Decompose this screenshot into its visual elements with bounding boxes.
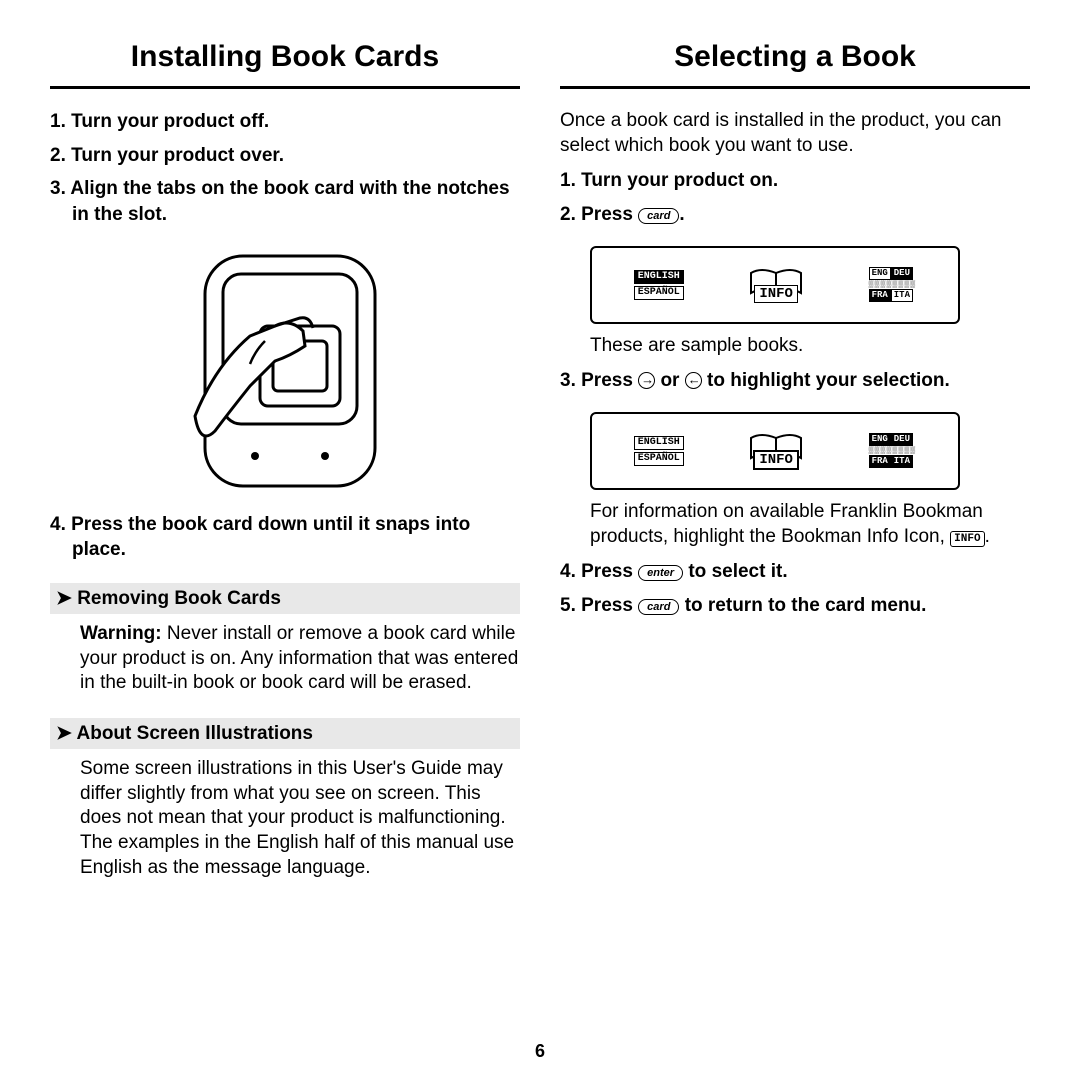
step2-post: . — [679, 204, 684, 225]
step3-post: to highlight your selection. — [702, 370, 950, 391]
info-label: INFO — [754, 285, 798, 303]
left-step-4: 4. Press the book card down until it sna… — [50, 512, 520, 563]
left-step-2: 2. Turn your product over. — [50, 143, 520, 169]
intro-para: Once a book card is installed in the pro… — [560, 109, 1030, 158]
sub-heading-removing: Removing Book Cards — [50, 583, 520, 614]
device-illustration — [155, 246, 415, 496]
tab-ita-2: ITA — [891, 455, 913, 468]
book-slot-1: ENGLISH ESPAÑOL — [634, 270, 684, 300]
tab-ita: ITA — [891, 289, 913, 302]
sample-screen-1: ENGLISH ESPAÑOL INFO ENGDEU ▒▒▒▒▒▒▒▒ FRA… — [590, 246, 960, 324]
right-column: Selecting a Book Once a book card is ins… — [560, 40, 1030, 1060]
right-step-4: 4. Press enter to select it. — [560, 559, 1030, 585]
right-arrow-icon — [638, 372, 655, 389]
step2-pre: 2. Press — [560, 204, 638, 225]
enter-key-icon: enter — [638, 565, 683, 581]
illustrations-body: Some screen illustrations in this User's… — [50, 757, 520, 880]
right-step-5: 5. Press card to return to the card menu… — [560, 593, 1030, 619]
info-note-post: . — [985, 526, 990, 547]
step5-post: to return to the card menu. — [679, 595, 926, 616]
pattern-row-2: ▒▒▒▒▒▒▒▒ — [869, 447, 917, 454]
book-slot-1b: ENGLISH ESPAÑOL — [634, 436, 684, 466]
left-title: Installing Book Cards — [50, 40, 520, 89]
sub-heading-illustrations: About Screen Illustrations — [50, 718, 520, 749]
tab-fra-2: FRA — [869, 455, 891, 468]
tab-fra: FRA — [869, 289, 891, 302]
book-slot-3: ENGDEU ▒▒▒▒▒▒▒▒ FRAITA — [869, 267, 917, 302]
info-note-pre: For information on available Franklin Bo… — [590, 501, 983, 547]
pattern-row: ▒▒▒▒▒▒▒▒ — [869, 281, 917, 288]
right-title: Selecting a Book — [560, 40, 1030, 89]
left-step-1: 1. Turn your product off. — [50, 109, 520, 135]
tab-deu: DEU — [891, 267, 913, 280]
step3-pre: 3. Press — [560, 370, 638, 391]
step3-mid: or — [655, 370, 685, 391]
sample-screen-2: ENGLISH ESPAÑOL INFO ENGDEU ▒▒▒▒▒▒▒▒ FRA… — [590, 412, 960, 490]
step4-post: to select it. — [683, 561, 788, 582]
book-slot-3b: ENGDEU ▒▒▒▒▒▒▒▒ FRAITA — [869, 433, 917, 468]
left-step-3: 3. Align the tabs on the book card with … — [50, 176, 520, 227]
removing-body: Warning: Never install or remove a book … — [50, 622, 520, 696]
tab-espanol: ESPAÑOL — [634, 286, 684, 300]
right-step-1: 1. Turn your product on. — [560, 168, 1030, 194]
right-step-3: 3. Press or to highlight your selection. — [560, 368, 1030, 394]
tab-espanol-2: ESPAÑOL — [634, 452, 684, 466]
sample-note: These are sample books. — [560, 334, 1030, 359]
info-note: For information on available Franklin Bo… — [560, 500, 1030, 549]
tab-english: ENGLISH — [634, 436, 684, 450]
mini-info-icon: INFO — [950, 531, 984, 547]
right-step-2: 2. Press card. — [560, 202, 1030, 228]
tab-deu-2: DEU — [891, 433, 913, 446]
tab-eng-2: ENG — [869, 433, 891, 446]
step5-pre: 5. Press — [560, 595, 638, 616]
card-key-icon: card — [638, 208, 679, 224]
info-label-selected: INFO — [753, 450, 799, 470]
info-book-icon: INFO — [747, 267, 805, 303]
left-column: Installing Book Cards 1. Turn your produ… — [50, 40, 520, 1060]
left-arrow-icon — [685, 372, 702, 389]
warning-label: Warning: — [80, 623, 162, 644]
card-key-icon-2: card — [638, 599, 679, 615]
tab-eng: ENG — [869, 267, 891, 280]
info-book-icon-selected: INFO — [747, 432, 805, 470]
step4-pre: 4. Press — [560, 561, 638, 582]
tab-english-selected: ENGLISH — [634, 270, 684, 284]
page-number: 6 — [535, 1041, 545, 1062]
